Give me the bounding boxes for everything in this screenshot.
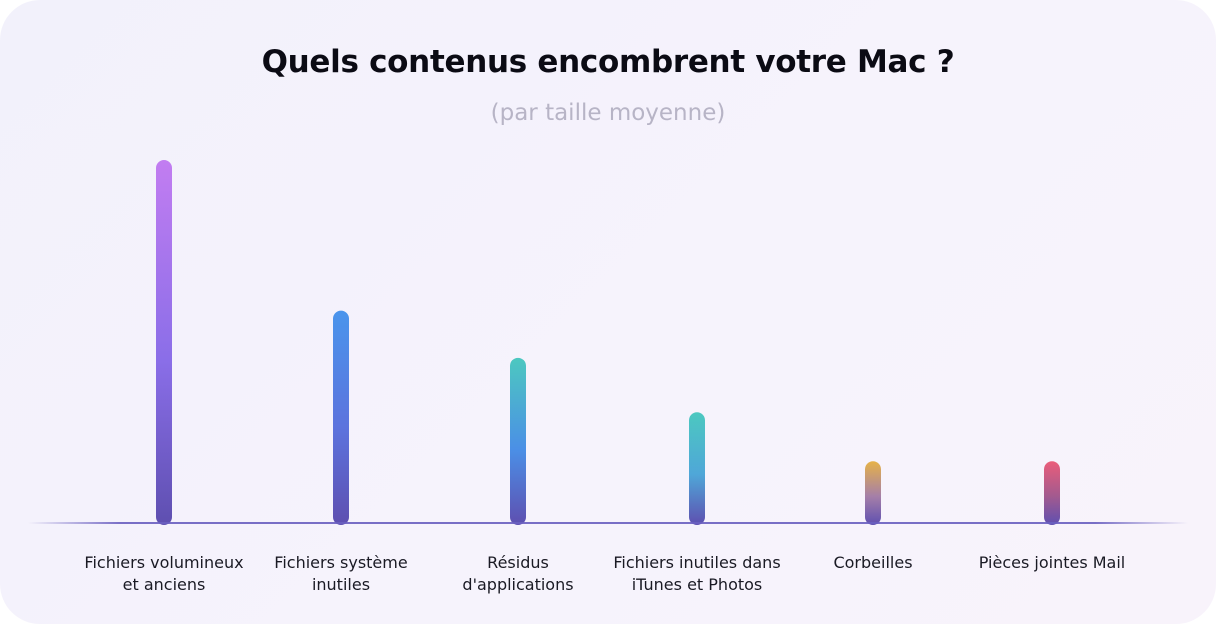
bar-4 [689, 412, 705, 525]
x-axis-baseline [28, 522, 1188, 524]
category-label-1: Fichiers volumineux et anciens [84, 553, 243, 594]
category-label-3: Résidus d'applications [462, 553, 573, 594]
category-label-4: Fichiers inutiles dans iTunes et Photos [613, 553, 780, 594]
bar-3 [510, 357, 526, 525]
bar-1 [156, 160, 172, 525]
chart-subtitle: (par taille moyenne) [490, 100, 726, 126]
chart-title: Quels contenus encombrent votre Mac ? [261, 44, 955, 80]
category-label-5: Corbeilles [833, 553, 912, 572]
category-label-6: Pièces jointes Mail [979, 553, 1126, 572]
bar-5 [865, 461, 881, 525]
bar-2 [333, 310, 349, 525]
category-label-2: Fichiers système inutiles [274, 553, 407, 594]
bar-6 [1044, 461, 1060, 525]
